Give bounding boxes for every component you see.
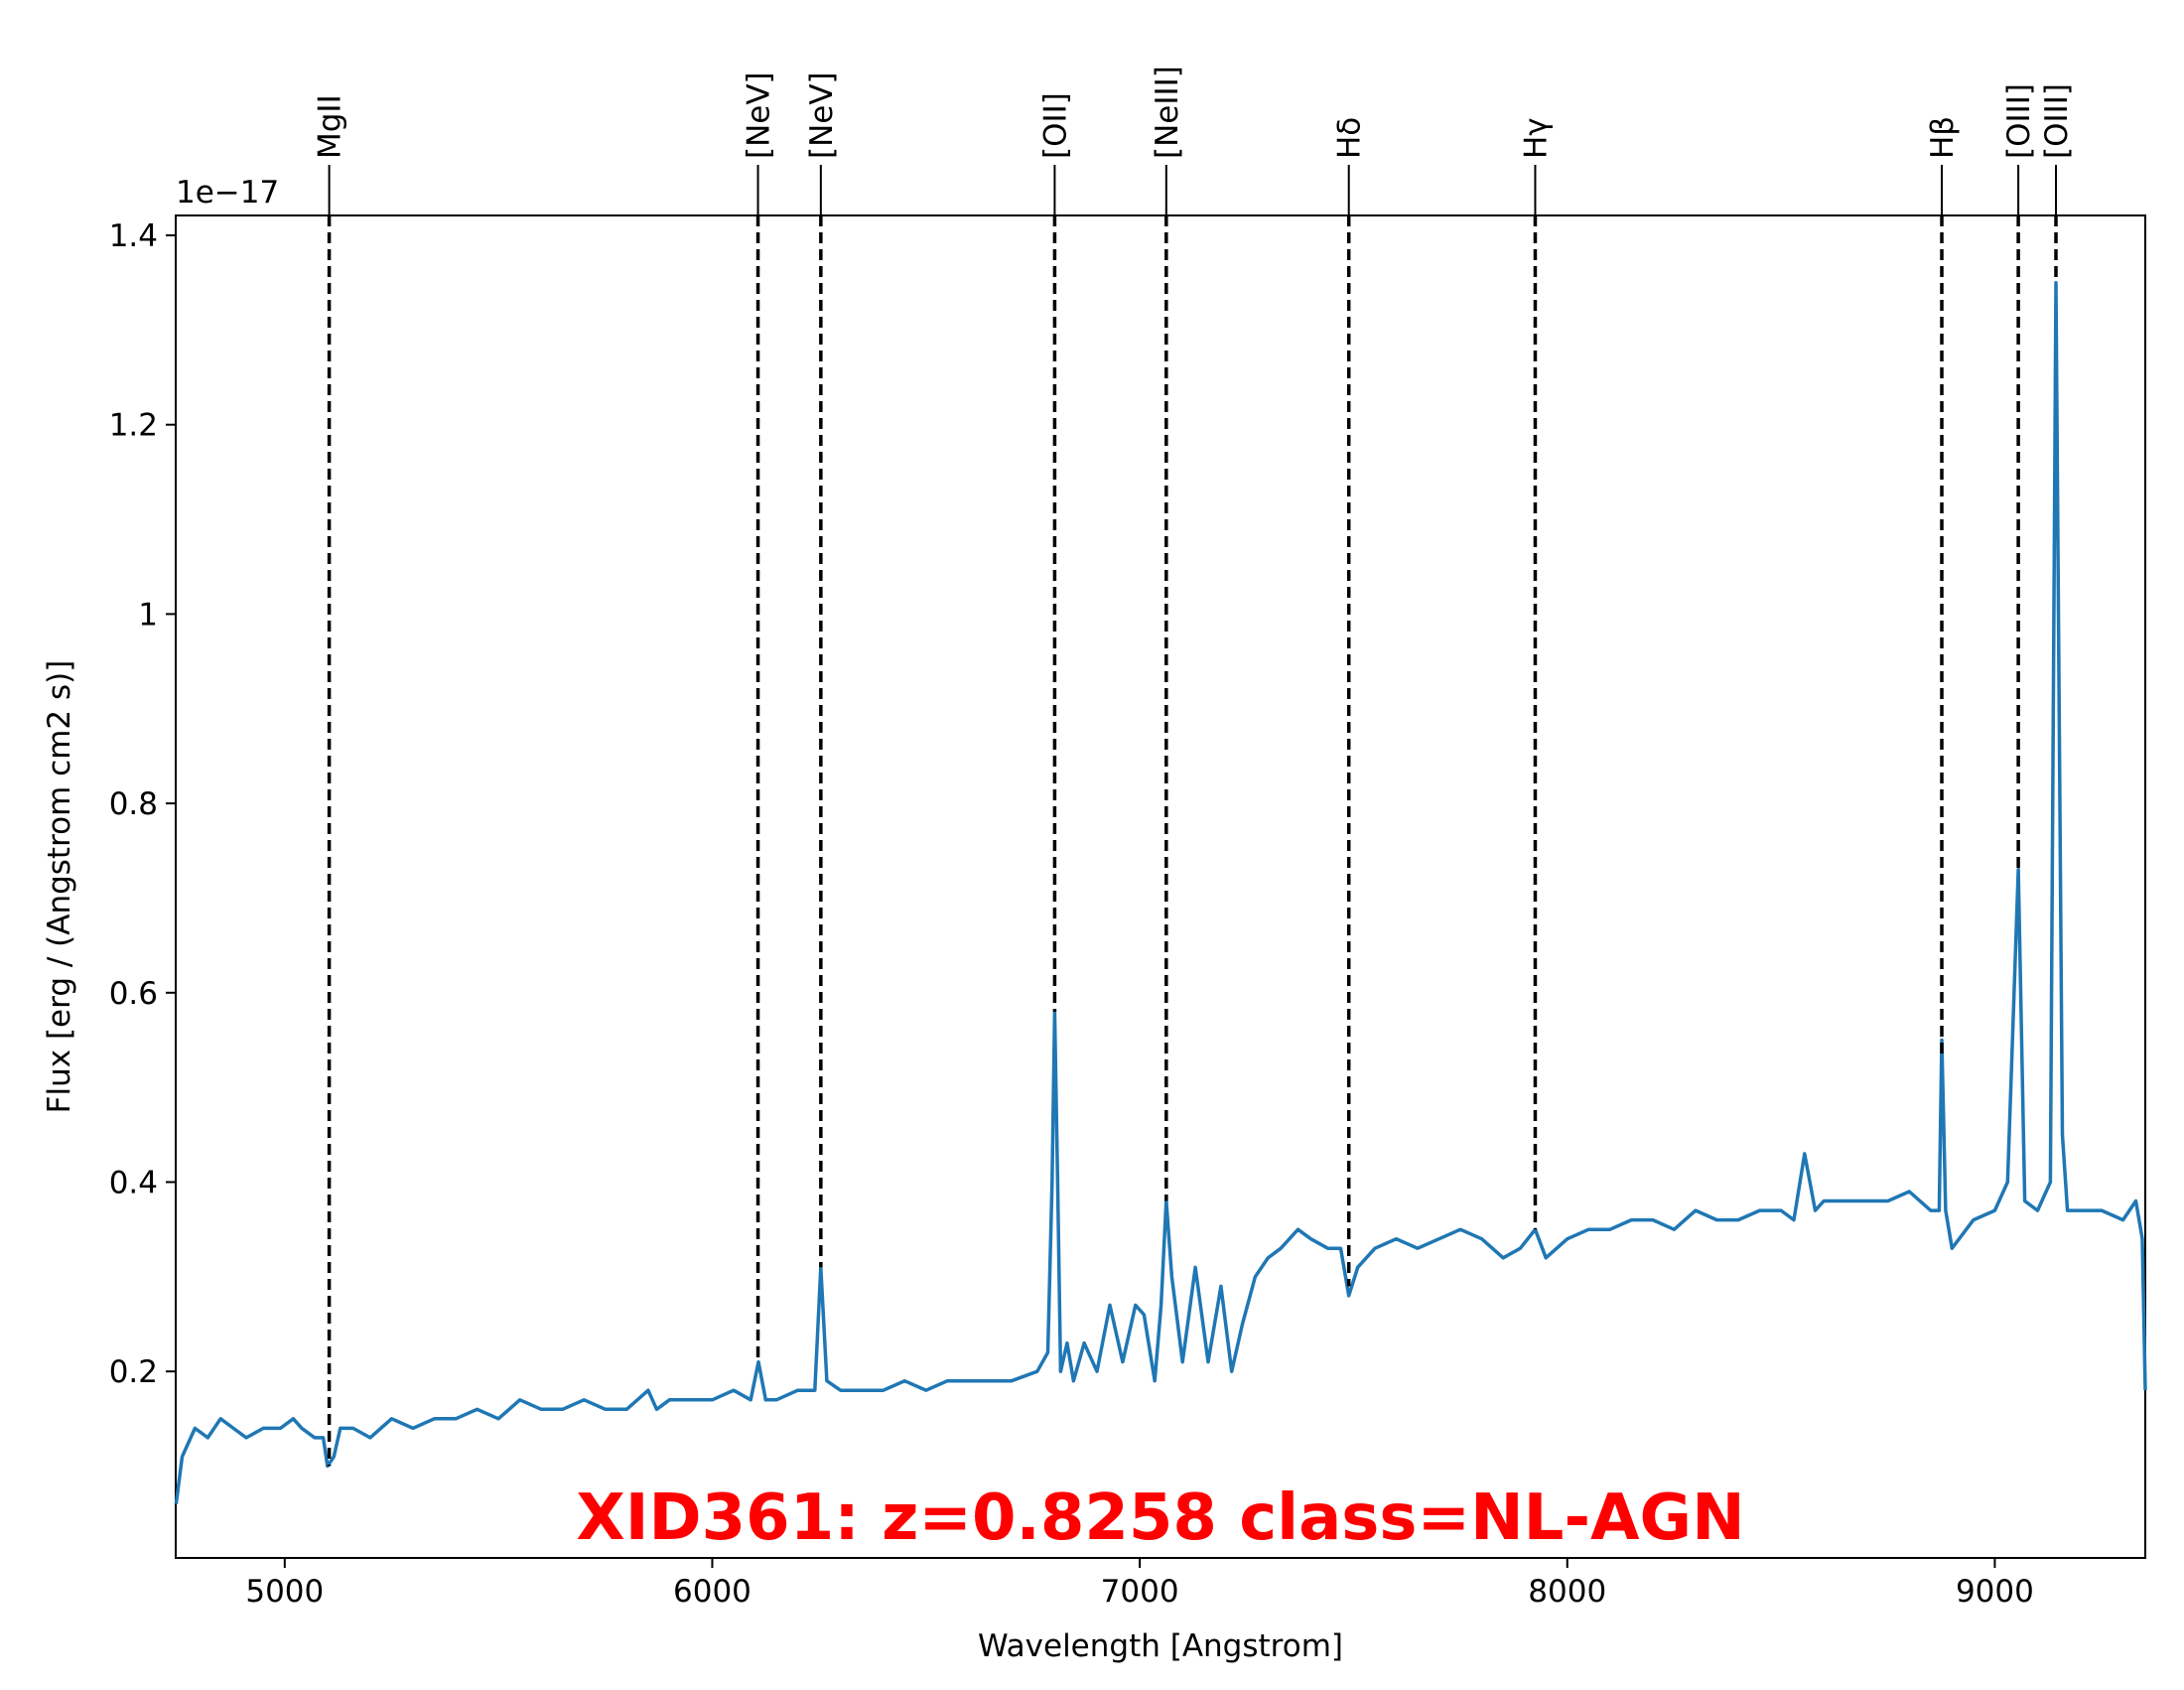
- x-tick-label: 6000: [673, 1574, 751, 1610]
- y-tick-label: 1.4: [109, 218, 158, 254]
- y-axis-label: Flux [erg / (Angstrom cm2 s)]: [42, 660, 77, 1114]
- marker-label: Hβ: [1925, 116, 1961, 159]
- spectrum-line: [174, 280, 2147, 1504]
- plot-frame: [175, 214, 2146, 1559]
- y-tick-label: 0.4: [109, 1165, 158, 1200]
- y-tick-label: 0.2: [109, 1354, 158, 1390]
- y-offset-label: 1e−17: [176, 175, 279, 211]
- marker-label: Hγ: [1518, 117, 1554, 159]
- chart-title: XID361: z=0.8258 class=NL-AGN: [576, 1481, 1744, 1555]
- x-tick-label: 7000: [1101, 1574, 1179, 1610]
- y-tick-label: 1.2: [109, 408, 158, 444]
- x-axis-label: Wavelength [Angstrom]: [978, 1628, 1343, 1664]
- x-tick-label: 9000: [1956, 1574, 2034, 1610]
- y-tick-label: 0.6: [109, 976, 158, 1012]
- x-tick-label: 8000: [1528, 1574, 1606, 1610]
- marker-label: MgII: [313, 94, 348, 159]
- marker-label: Hδ: [1332, 117, 1368, 159]
- x-tick-label: 5000: [245, 1574, 324, 1610]
- marker-label: [NeV]: [804, 71, 840, 159]
- y-tick-label: 1: [138, 597, 158, 633]
- marker-label: [OIII]: [2001, 83, 2037, 159]
- marker-label: [NeIII]: [1150, 66, 1185, 159]
- y-tick-label: 0.8: [109, 786, 158, 822]
- marker-label: [NeV]: [742, 71, 777, 159]
- marker-label: [OIII]: [2039, 83, 2075, 159]
- marker-label: [OII]: [1037, 92, 1073, 159]
